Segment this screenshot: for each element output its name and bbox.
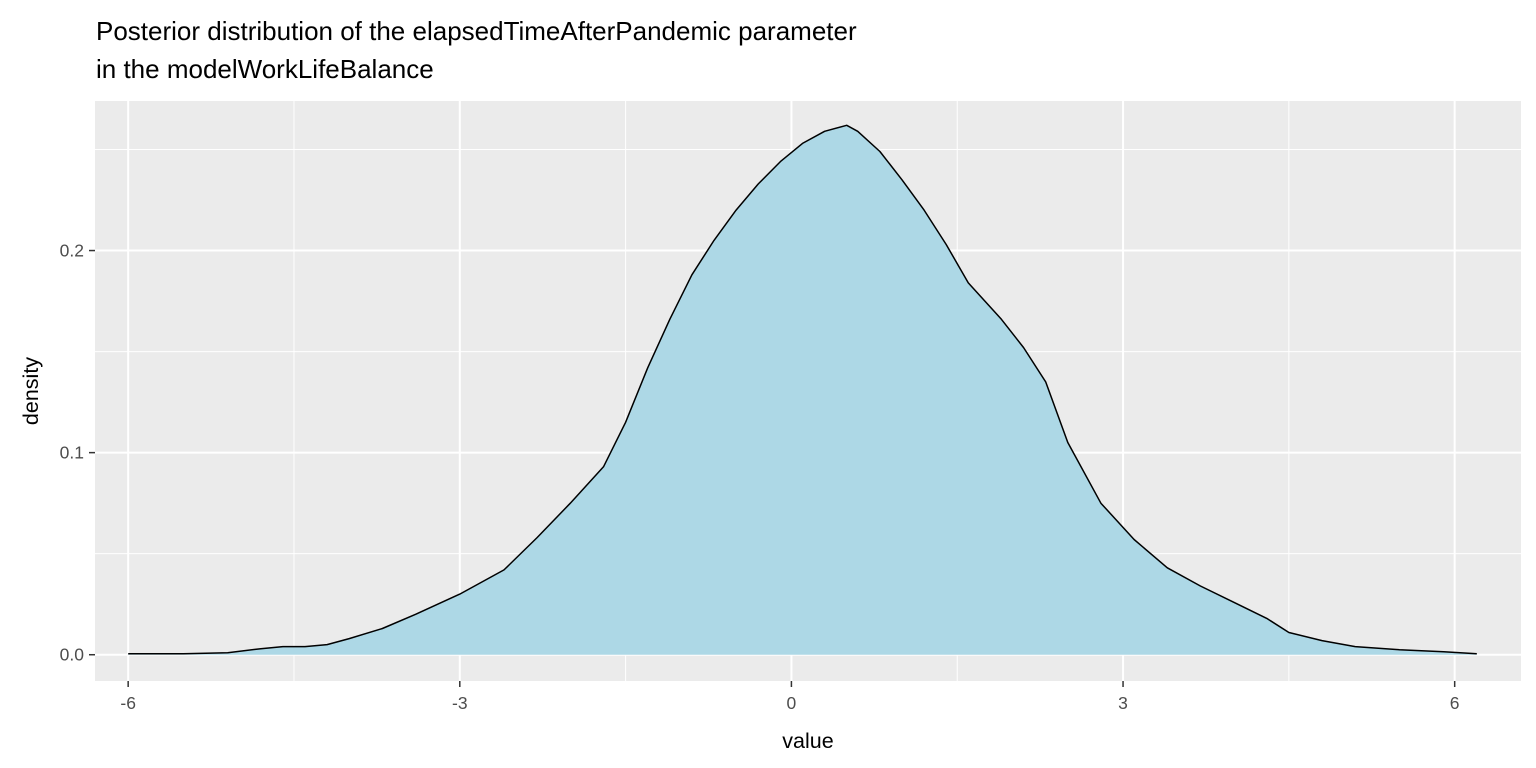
y-tick-label: 0.2: [60, 241, 84, 261]
y-tick-label: 0.0: [60, 645, 85, 665]
density-area: [128, 125, 1477, 655]
y-tick-label: 0.1: [60, 443, 84, 463]
x-tick-label: 6: [1450, 693, 1460, 713]
y-axis: 0.0 0.1 0.2: [60, 241, 95, 665]
y-axis-title: density: [19, 357, 43, 425]
x-tick-label: -3: [452, 693, 468, 713]
x-tick-label: 0: [787, 693, 797, 713]
chart-title-line-1: Posterior distribution of the elapsedTim…: [96, 16, 857, 46]
x-tick-label: 3: [1118, 693, 1128, 713]
x-tick-label: -6: [120, 693, 136, 713]
chart-title-line-2: in the modelWorkLifeBalance: [96, 54, 434, 84]
density-line: [128, 124, 1477, 655]
x-axis-title: value: [782, 729, 833, 753]
x-axis: -6 -3 0 3 6: [120, 681, 1460, 713]
